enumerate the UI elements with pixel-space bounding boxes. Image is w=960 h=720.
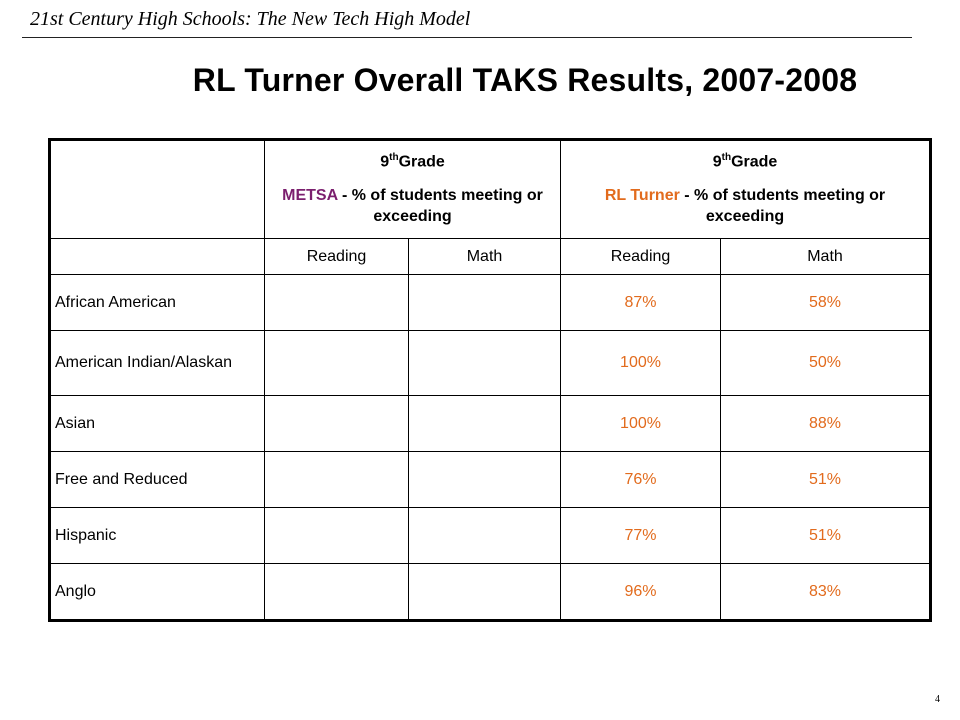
table-row: Anglo 96% 83%: [49, 563, 931, 621]
cell-metsa-reading: [264, 451, 409, 508]
table-row: African American 87% 58%: [49, 274, 931, 331]
group-header-rl-turner: 9thGrade RL Turner - % of students meeti…: [560, 139, 931, 239]
table-row: Free and Reduced 76% 51%: [49, 451, 931, 508]
cell-metsa-reading: [264, 563, 409, 621]
page-number: 4: [935, 694, 940, 705]
cell-metsa-math: [407, 451, 562, 508]
cell-metsa-reading: [264, 395, 409, 452]
cell-metsa-math: [407, 395, 562, 452]
results-table: 9thGrade METSA - % of students meeting o…: [48, 138, 932, 622]
school-name-metsa: METSA: [282, 187, 338, 205]
cell-metsa-math: [407, 274, 562, 331]
cell-rl-reading: 100%: [560, 395, 722, 452]
cell-metsa-math: [407, 330, 562, 396]
cell-rl-math: 51%: [720, 451, 931, 508]
slide-title: RL Turner Overall TAKS Results, 2007-200…: [192, 62, 858, 98]
cell-metsa-reading: [264, 507, 409, 564]
row-label: American Indian/Alaskan: [49, 330, 265, 396]
row-label: African American: [49, 274, 265, 331]
series-title: 21st Century High Schools: The New Tech …: [30, 8, 471, 30]
row-label: Hispanic: [49, 507, 265, 564]
cell-rl-reading: 77%: [560, 507, 722, 564]
cell-rl-reading: 100%: [560, 330, 722, 396]
row-label: Free and Reduced: [49, 451, 265, 508]
cell-metsa-reading: [264, 274, 409, 331]
empty-subheader-cell: [49, 238, 265, 275]
cell-rl-math: 50%: [720, 330, 931, 396]
subheader-rl-math: Math: [720, 238, 931, 275]
cell-rl-reading: 76%: [560, 451, 722, 508]
row-label: Asian: [49, 395, 265, 452]
cell-rl-math: 51%: [720, 507, 931, 564]
school-name-rl-turner: RL Turner: [604, 187, 680, 205]
cell-rl-math: 88%: [720, 395, 931, 452]
table-row: Asian 100% 88%: [49, 395, 931, 452]
table-row: American Indian/Alaskan 100% 50%: [49, 330, 931, 396]
row-label: Anglo: [49, 563, 265, 621]
group-header-row: 9thGrade METSA - % of students meeting o…: [49, 139, 931, 239]
subheader-metsa-reading: Reading: [264, 238, 409, 275]
cell-metsa-math: [407, 507, 562, 564]
table-row: Hispanic 77% 51%: [49, 507, 931, 564]
group-header-metsa: 9thGrade METSA - % of students meeting o…: [263, 139, 562, 239]
cell-metsa-reading: [264, 330, 409, 396]
empty-corner-cell: [49, 139, 265, 239]
cell-rl-math: 58%: [720, 274, 931, 331]
subheader-metsa-math: Math: [407, 238, 562, 275]
subheader-rl-reading: Reading: [560, 238, 722, 275]
cell-metsa-math: [407, 563, 562, 621]
subheader-row: Reading Math Reading Math: [49, 238, 931, 275]
header-divider: [22, 37, 912, 38]
cell-rl-reading: 96%: [560, 563, 722, 621]
cell-rl-reading: 87%: [560, 274, 722, 331]
cell-rl-math: 83%: [720, 563, 931, 621]
